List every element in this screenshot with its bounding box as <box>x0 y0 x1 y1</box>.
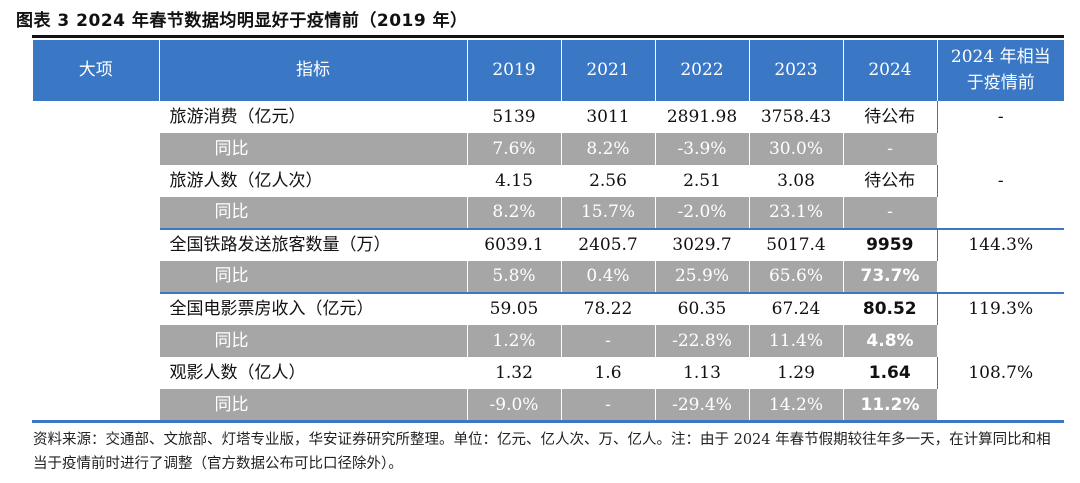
value-cell: 2891.98 <box>655 101 749 133</box>
value-cell: 2405.7 <box>561 229 655 261</box>
yoy-cell: 25.9% <box>655 261 750 294</box>
yoy-cell: -2.0% <box>655 197 750 230</box>
yoy-cell: 5.8% <box>467 261 562 294</box>
value-cell: 4.15 <box>467 165 561 197</box>
ratio-cell <box>936 133 1064 165</box>
value-cell: 60.35 <box>655 293 749 325</box>
header-year: 2019 <box>467 40 562 101</box>
yoy-cell: 14.2% <box>749 389 844 421</box>
ratio-cell <box>936 325 1064 357</box>
yoy-cell: 11.4% <box>749 325 844 357</box>
indicator-label: 全国电影票房收入（亿元） <box>159 293 467 325</box>
header-vs-prepandemic: 2024 年相当于疫情前 <box>937 40 1064 101</box>
ratio-cell: 119.3% <box>936 293 1064 325</box>
yoy-cell: 7.6% <box>467 133 562 165</box>
header-indicator: 指标 <box>159 40 468 101</box>
yoy-cell: 8.2% <box>467 197 562 230</box>
category-cell: 电影票房 <box>33 293 160 421</box>
value-cell: 2.56 <box>561 165 655 197</box>
ratio-cell: - <box>936 101 1064 133</box>
indicator-label: 全国铁路发送旅客数量（万） <box>159 229 467 261</box>
yoy-cell: -9.0% <box>467 389 562 421</box>
value-cell: 3011 <box>561 101 655 133</box>
yoy-cell: - <box>843 133 938 165</box>
table-row: 同比 5.8% 0.4% 25.9% 65.6% 73.7% <box>33 261 1064 294</box>
yoy-label: 同比 <box>159 325 468 357</box>
header-year: 2021 <box>561 40 656 101</box>
value-cell: 1.64 <box>843 357 937 389</box>
category-cell: 运输 <box>33 229 160 294</box>
value-cell: 1.29 <box>749 357 843 389</box>
header-year: 2022 <box>655 40 750 101</box>
value-cell: 67.24 <box>749 293 843 325</box>
value-cell: 2.51 <box>655 165 749 197</box>
ratio-cell <box>936 261 1064 294</box>
value-cell: 3758.43 <box>749 101 843 133</box>
yoy-cell: 0.4% <box>561 261 656 294</box>
bottom-rule <box>32 420 1064 423</box>
yoy-cell: -22.8% <box>655 325 750 357</box>
ratio-cell: 108.7% <box>936 357 1064 389</box>
yoy-cell: - <box>561 389 656 421</box>
table-row: 电影票房 全国电影票房收入（亿元） 59.05 78.22 60.35 67.2… <box>33 293 1064 421</box>
yoy-cell: -3.9% <box>655 133 750 165</box>
value-cell: 待公布 <box>843 101 937 133</box>
table-row: 同比 7.6% 8.2% -3.9% 30.0% - <box>33 133 1064 165</box>
value-cell: 1.13 <box>655 357 749 389</box>
yoy-cell: - <box>561 325 656 357</box>
yoy-label: 同比 <box>159 133 468 165</box>
value-cell: 3029.7 <box>655 229 749 261</box>
ratio-cell <box>936 389 1064 421</box>
indicator-label: 旅游消费（亿元） <box>159 101 467 133</box>
table-row: 旅游人数（亿人次） 4.15 2.56 2.51 3.08 待公布 - <box>33 165 1064 197</box>
ratio-cell <box>936 197 1064 230</box>
source-note: 资料来源：交通部、文旅部、灯塔专业版，华安证券研究所整理。单位：亿元、亿人次、万… <box>33 432 1051 472</box>
value-cell: 59.05 <box>467 293 561 325</box>
table-row: 旅游 旅游消费（亿元） 5139 3011 2891.98 3758.43 待公… <box>33 101 1064 230</box>
header-category: 大项 <box>33 40 160 101</box>
indicator-label: 旅游人数（亿人次） <box>159 165 467 197</box>
yoy-label: 同比 <box>159 389 468 421</box>
value-cell: 78.22 <box>561 293 655 325</box>
top-rule <box>32 35 1064 38</box>
yoy-cell: - <box>843 197 938 230</box>
table-row: 运输 全国铁路发送旅客数量（万） 6039.1 2405.7 3029.7 50… <box>33 229 1064 294</box>
header-year: 2024 <box>843 40 938 101</box>
yoy-cell: 4.8% <box>843 325 938 357</box>
yoy-cell: 15.7% <box>561 197 656 230</box>
table-row: 观影人数（亿人） 1.32 1.6 1.13 1.29 1.64 108.7% <box>33 357 1064 389</box>
yoy-label: 同比 <box>159 197 468 230</box>
value-cell: 9959 <box>843 229 937 261</box>
value-cell: 5017.4 <box>749 229 843 261</box>
value-cell: 1.6 <box>561 357 655 389</box>
category-cell: 旅游 <box>33 101 160 230</box>
yoy-cell: 65.6% <box>749 261 844 294</box>
ratio-cell: - <box>936 165 1064 197</box>
value-cell: 待公布 <box>843 165 937 197</box>
ratio-cell: 144.3% <box>936 229 1064 261</box>
table-row: 同比 8.2% 15.7% -2.0% 23.1% - <box>33 197 1064 230</box>
indicator-label: 观影人数（亿人） <box>159 357 467 389</box>
figure-title: 图表 3 2024 年春节数据均明显好于疫情前（2019 年） <box>16 11 468 31</box>
yoy-cell: 8.2% <box>561 133 656 165</box>
yoy-label: 同比 <box>159 261 468 294</box>
value-cell: 80.52 <box>843 293 937 325</box>
value-cell: 5139 <box>467 101 561 133</box>
table-row: 同比 1.2% - -22.8% 11.4% 4.8% <box>33 325 1064 357</box>
yoy-cell: 73.7% <box>843 261 938 294</box>
data-table: 大项 指标 2019 2021 2022 2023 2024 2024 年相当于… <box>33 40 1064 421</box>
yoy-cell: 30.0% <box>749 133 844 165</box>
table-row: 同比 -9.0% - -29.4% 14.2% 11.2% <box>33 389 1064 421</box>
yoy-cell: -29.4% <box>655 389 750 421</box>
yoy-cell: 23.1% <box>749 197 844 230</box>
header-year: 2023 <box>749 40 844 101</box>
value-cell: 3.08 <box>749 165 843 197</box>
value-cell: 6039.1 <box>467 229 561 261</box>
yoy-cell: 11.2% <box>843 389 938 421</box>
yoy-cell: 1.2% <box>467 325 562 357</box>
value-cell: 1.32 <box>467 357 561 389</box>
header-row: 大项 指标 2019 2021 2022 2023 2024 2024 年相当于… <box>33 40 1064 101</box>
